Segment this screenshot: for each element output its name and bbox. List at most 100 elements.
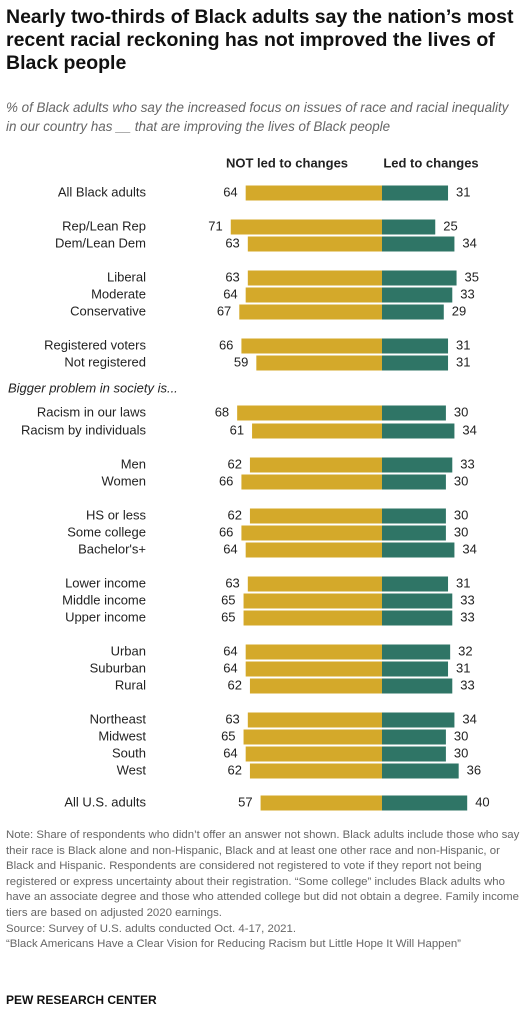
category-label: HS or less [86, 507, 146, 522]
value-label: 65 [221, 592, 235, 607]
note: Note: Share of respondents who didn’t of… [6, 829, 520, 919]
legend-label: Led to changes [383, 155, 478, 170]
value-label: 67 [217, 303, 231, 318]
notes: Note: Share of respondents who didn’t of… [6, 828, 520, 953]
category-label: All U.S. adults [64, 794, 146, 809]
value-label: 30 [454, 507, 468, 522]
value-label: 31 [456, 660, 470, 675]
bar [241, 474, 382, 490]
value-label: 31 [456, 337, 470, 352]
bar [245, 185, 382, 201]
bar [382, 457, 453, 473]
category-label: Upper income [65, 609, 146, 624]
value-label: 66 [219, 473, 233, 488]
bar [230, 219, 382, 235]
bar [245, 287, 382, 303]
category-label: Some college [67, 524, 146, 539]
credit: PEW RESEARCH CENTER [6, 993, 157, 1007]
source: Source: Survey of U.S. adults conducted … [6, 922, 296, 935]
bar [382, 474, 446, 490]
category-label: Registered voters [44, 337, 146, 352]
category-label: Conservative [70, 303, 146, 318]
bar [252, 423, 382, 439]
category-label: Rep/Lean Rep [62, 218, 146, 233]
value-label: 59 [234, 354, 248, 369]
group-label: Bigger problem in society is... [8, 380, 178, 395]
bar [382, 576, 449, 592]
bar [237, 405, 382, 421]
category-label: Lower income [65, 575, 146, 590]
value-label: 30 [454, 524, 468, 539]
bar [382, 185, 449, 201]
category-label: Women [101, 473, 146, 488]
value-label: 33 [460, 609, 474, 624]
value-label: 63 [225, 235, 239, 250]
citation: “Black Americans Have a Clear Vision for… [6, 938, 461, 951]
category-label: Not registered [64, 354, 146, 369]
bar [247, 712, 382, 728]
value-label: 66 [219, 337, 233, 352]
bar [382, 405, 446, 421]
value-label: 64 [223, 184, 237, 199]
category-label: Urban [111, 643, 146, 658]
bar [243, 593, 382, 609]
value-label: 30 [454, 745, 468, 760]
value-label: 65 [221, 728, 235, 743]
value-label: 33 [460, 456, 474, 471]
category-label: Midwest [98, 728, 146, 743]
category-label: Bachelor's+ [78, 541, 146, 556]
category-label: All Black adults [58, 184, 147, 199]
bar [382, 287, 453, 303]
value-label: 64 [223, 660, 237, 675]
bar [245, 542, 382, 558]
value-label: 64 [223, 541, 237, 556]
bar [241, 525, 382, 541]
value-label: 32 [458, 643, 472, 658]
value-label: 34 [462, 711, 476, 726]
bar [382, 219, 436, 235]
bar [382, 593, 453, 609]
value-label: 68 [215, 404, 229, 419]
bar [382, 729, 446, 745]
category-label: West [117, 762, 147, 777]
category-label: Racism by individuals [21, 422, 146, 437]
value-label: 63 [225, 575, 239, 590]
value-label: 33 [460, 286, 474, 301]
value-label: 36 [467, 762, 481, 777]
bar [245, 746, 382, 762]
bar [382, 678, 453, 694]
value-label: 40 [475, 794, 489, 809]
category-label: Men [121, 456, 146, 471]
category-label: Suburban [90, 660, 146, 675]
category-label: Liberal [107, 269, 146, 284]
bar [382, 270, 457, 286]
bar [249, 508, 382, 524]
bar [243, 729, 382, 745]
category-label: Rural [115, 677, 146, 692]
bar [382, 423, 455, 439]
legend-label: NOT led to changes [226, 155, 348, 170]
value-label: 62 [227, 762, 241, 777]
value-label: 64 [223, 286, 237, 301]
category-label: Dem/Lean Dem [55, 235, 146, 250]
value-label: 62 [227, 677, 241, 692]
value-label: 30 [454, 473, 468, 488]
value-label: 34 [462, 235, 476, 250]
bar [382, 795, 468, 811]
value-label: 33 [460, 677, 474, 692]
bar [382, 712, 455, 728]
value-label: 63 [225, 269, 239, 284]
bar [382, 355, 449, 371]
bar [241, 338, 382, 354]
bar [239, 304, 382, 320]
value-label: 57 [238, 794, 252, 809]
bar [382, 525, 446, 541]
bar [382, 746, 446, 762]
value-label: 64 [223, 745, 237, 760]
bar [382, 236, 455, 252]
bar [382, 338, 449, 354]
bar [382, 508, 446, 524]
value-label: 29 [452, 303, 466, 318]
bar [382, 542, 455, 558]
